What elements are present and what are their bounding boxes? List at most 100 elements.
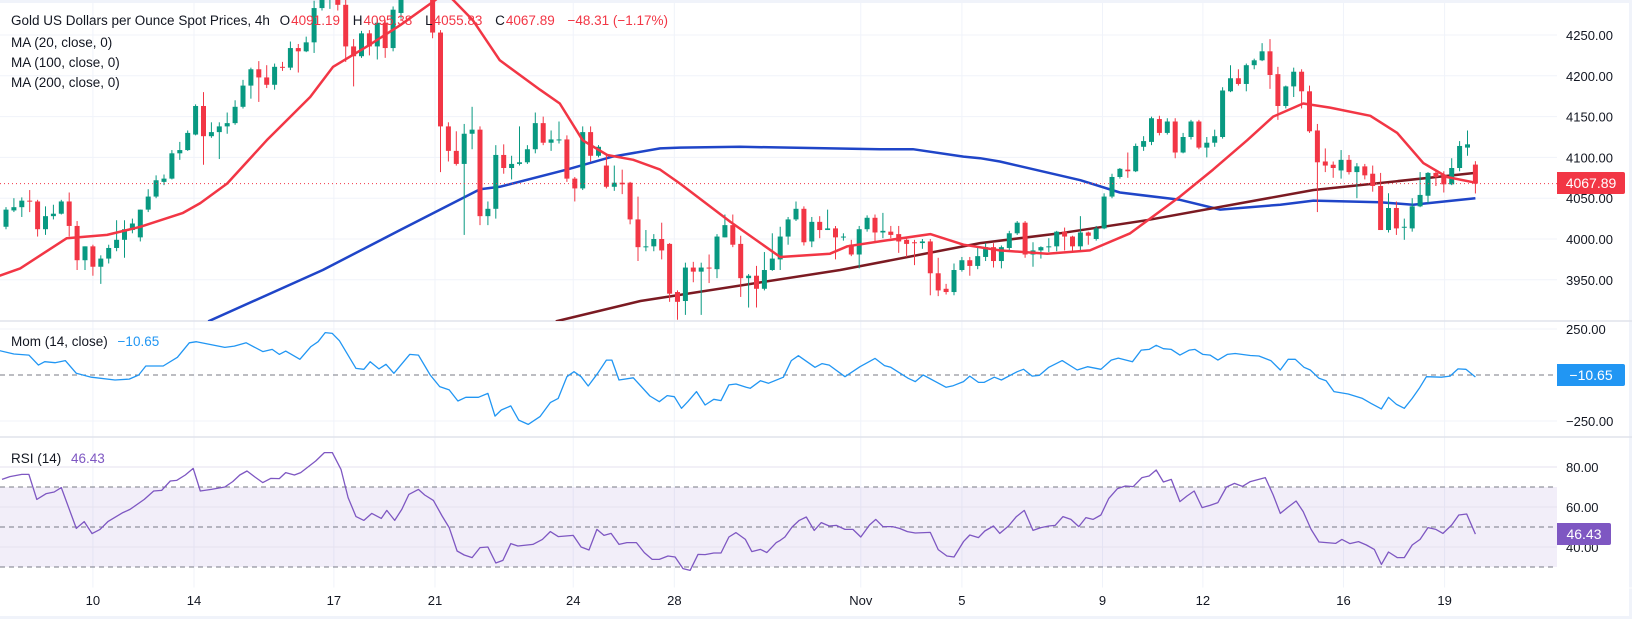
momentum-value-badge: −10.65 <box>1557 364 1625 386</box>
candle-up <box>1117 168 1123 179</box>
candle-body <box>256 69 262 78</box>
momentum-legend[interactable]: Mom (14, close) −10.65 <box>11 333 165 351</box>
candle-body <box>311 8 317 43</box>
candle-up <box>919 239 925 249</box>
momentum-value: −10.65 <box>117 334 160 349</box>
candle-down <box>430 0 436 39</box>
candle-body <box>801 208 807 243</box>
candle-body <box>919 241 925 244</box>
candle-body <box>943 288 949 293</box>
candle-body <box>754 275 759 289</box>
candle-body <box>951 270 957 293</box>
candle-up <box>398 0 404 19</box>
candle-body <box>627 182 633 220</box>
candle-up <box>1243 63 1249 92</box>
candle-up <box>880 212 886 239</box>
candle-body <box>1354 166 1360 173</box>
candle-body <box>983 247 989 257</box>
candle-up <box>864 215 870 232</box>
candle-body <box>1409 206 1415 229</box>
candle-up <box>975 247 981 270</box>
candle-up <box>556 121 562 144</box>
candle-up <box>106 244 112 264</box>
candle-up <box>1338 150 1344 179</box>
candle-body <box>769 258 775 271</box>
candle-up <box>1077 216 1083 251</box>
candle-body <box>1172 121 1178 153</box>
candle-up <box>509 155 515 180</box>
candle-body <box>580 132 586 189</box>
candle-down <box>256 61 262 102</box>
candle-down <box>1235 69 1241 86</box>
candle-down <box>1299 69 1305 109</box>
candle-body <box>216 126 222 133</box>
candle-down <box>619 169 625 195</box>
candle-down <box>690 261 696 283</box>
candle-down <box>817 216 823 239</box>
candle-down <box>501 144 507 174</box>
candle-up <box>122 220 127 258</box>
candle-down <box>943 283 949 295</box>
candle-up <box>1141 136 1147 151</box>
candle-body <box>280 66 285 68</box>
candle-body <box>959 260 965 271</box>
ma20-legend[interactable]: MA (20, close, 0) <box>11 35 113 50</box>
price-axis-label: 4000.00 <box>1566 232 1613 247</box>
candle-down <box>1062 227 1068 251</box>
candle-body <box>1370 173 1376 186</box>
candle-up <box>1204 137 1210 158</box>
candle-body <box>817 221 823 231</box>
candle-body <box>1085 232 1091 236</box>
candle-down <box>564 135 570 182</box>
candle-up <box>1401 218 1407 240</box>
candle-down <box>730 214 736 248</box>
candle-up <box>1149 116 1154 146</box>
candle-body <box>335 0 341 5</box>
candle-down <box>754 265 759 308</box>
candle-down <box>90 244 96 276</box>
candle-body <box>374 22 380 47</box>
candle-up <box>461 123 467 235</box>
momentum-pane <box>0 331 1476 426</box>
candle-body <box>453 150 459 164</box>
candle-body <box>177 150 183 154</box>
candle-body <box>240 85 246 107</box>
candle-body <box>596 146 601 156</box>
candle-down <box>1370 165 1376 192</box>
candle-body <box>1449 168 1455 185</box>
candle-body <box>722 225 728 238</box>
ma100-legend[interactable]: MA (100, close, 0) <box>11 55 120 70</box>
candle-body <box>730 225 736 245</box>
candle-body <box>1235 78 1241 84</box>
candle-up <box>643 230 649 252</box>
time-axis-label: 19 <box>1437 593 1451 608</box>
candle-body <box>343 4 349 47</box>
candle-body <box>880 230 886 233</box>
candle-body <box>864 217 870 230</box>
candle-body <box>682 267 688 302</box>
time-axis-label: 21 <box>428 593 442 608</box>
candle-body <box>1291 71 1297 87</box>
candle-body <box>1149 118 1154 142</box>
candle-down <box>706 254 712 284</box>
candle-up <box>224 112 230 134</box>
candle-body <box>161 178 167 182</box>
candle-up <box>1212 129 1218 147</box>
candle-body <box>145 196 151 210</box>
candle-body <box>1283 86 1289 106</box>
rsi-axis-label: 80.00 <box>1566 460 1599 475</box>
candle-body <box>825 228 831 231</box>
candle-down <box>1085 231 1091 245</box>
ma200-legend[interactable]: MA (200, close, 0) <box>11 75 120 90</box>
candle-body <box>319 0 325 9</box>
candle-up <box>169 150 175 180</box>
candle-up <box>1291 67 1297 98</box>
rsi-legend[interactable]: RSI (14) 46.43 <box>11 450 111 468</box>
candle-up <box>240 79 246 109</box>
candle-up <box>208 122 214 138</box>
candle-down <box>280 61 285 71</box>
price-pane <box>0 0 1478 321</box>
candle-body <box>493 154 499 209</box>
candle-down <box>1172 118 1178 159</box>
